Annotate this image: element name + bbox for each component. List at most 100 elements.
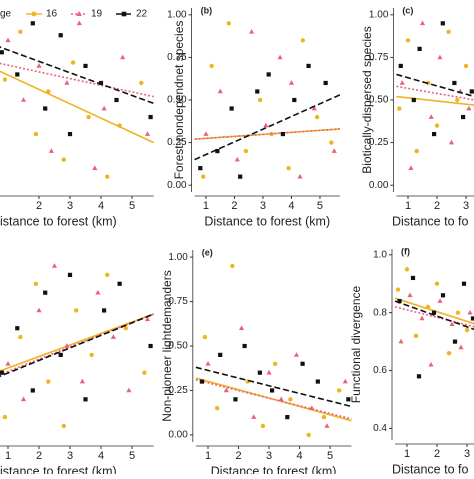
x-axis-label: Distance to fo [392,214,468,228]
point [311,105,317,111]
y-axis-label: Functional divergence [349,285,363,403]
x-axis-label: istance to forest (km) [0,464,117,474]
x-tick-label: 4 [98,200,104,212]
x-axis-label: istance to forest (km) [0,214,117,228]
point [293,352,300,357]
point [123,326,128,331]
x-tick-label: 2 [36,200,42,212]
y-tick-label: 1.00 [167,9,187,20]
point [200,174,206,179]
point [426,80,431,86]
point [399,80,405,85]
point [397,106,402,111]
point [336,388,342,393]
x-tick-label: 3 [67,200,73,212]
x-tick-label: 1 [5,450,11,462]
panel-label: (f) [401,246,410,256]
x-tick-label: 3 [260,200,266,212]
point [199,379,205,384]
x-tick-label: 3 [266,450,272,462]
x-tick-label: 5 [327,450,333,462]
legend-marker [121,11,127,17]
point [95,289,101,295]
point [48,148,54,153]
y-tick-label: 1.00 [369,9,389,20]
y-tick-label: 0.25 [167,137,187,148]
point [83,63,88,69]
point [30,388,35,393]
y-tick-label: 0.8 [373,307,387,318]
point [2,77,8,82]
y-tick-label: 0.25 [369,137,389,148]
point [257,97,263,103]
point [226,21,231,26]
point [440,21,445,26]
point [408,165,414,170]
point [398,63,403,69]
point [76,20,82,26]
point [223,387,229,393]
point [419,20,426,26]
point [43,290,48,295]
fit-line [396,95,474,106]
x-tick-label: 4 [98,450,104,462]
point [198,166,203,171]
x-axis-label: Distance to forest (km) [204,214,330,228]
point [342,378,348,384]
point [329,140,334,145]
y-axis-label: Forest-nondependnet species [172,21,186,180]
point [300,361,305,366]
point [89,352,94,358]
point [102,308,107,313]
point [419,315,425,321]
point [437,54,443,60]
x-tick-label: 5 [317,200,323,212]
point [434,123,440,128]
point [30,21,35,26]
point [15,72,20,77]
x-tick-label: 1 [405,200,411,212]
point [434,281,440,286]
point [238,174,243,179]
x-tick-label: 3 [463,200,469,212]
point [416,374,422,379]
point [428,114,434,119]
point [214,406,220,411]
point [36,307,42,313]
point [117,281,122,286]
point [114,97,119,103]
x-tick-label: 2 [231,200,237,212]
point [467,309,473,315]
point [148,343,153,349]
point [398,338,404,344]
point [0,50,4,55]
point [405,38,411,43]
point [20,97,27,102]
fit-line [394,300,474,331]
point [346,397,351,402]
point [255,89,260,94]
point [234,156,240,162]
x-tick-label: 3 [464,448,470,460]
x-tick-label: 2 [36,450,42,462]
point [277,54,283,60]
point [397,298,402,304]
point [417,46,422,51]
point [230,263,235,269]
point [83,397,88,402]
point [446,350,452,356]
point [448,139,455,145]
point [269,388,275,393]
point [257,370,262,375]
x-tick-label: 3 [67,450,73,462]
panel-label: (e) [202,247,213,257]
point [286,165,291,171]
point [278,396,284,402]
point [404,267,410,272]
point [43,106,48,111]
point [437,298,443,303]
point [61,157,66,162]
x-tick-label: 2 [235,450,241,462]
point [242,343,247,349]
panel-label: (c) [402,5,413,15]
